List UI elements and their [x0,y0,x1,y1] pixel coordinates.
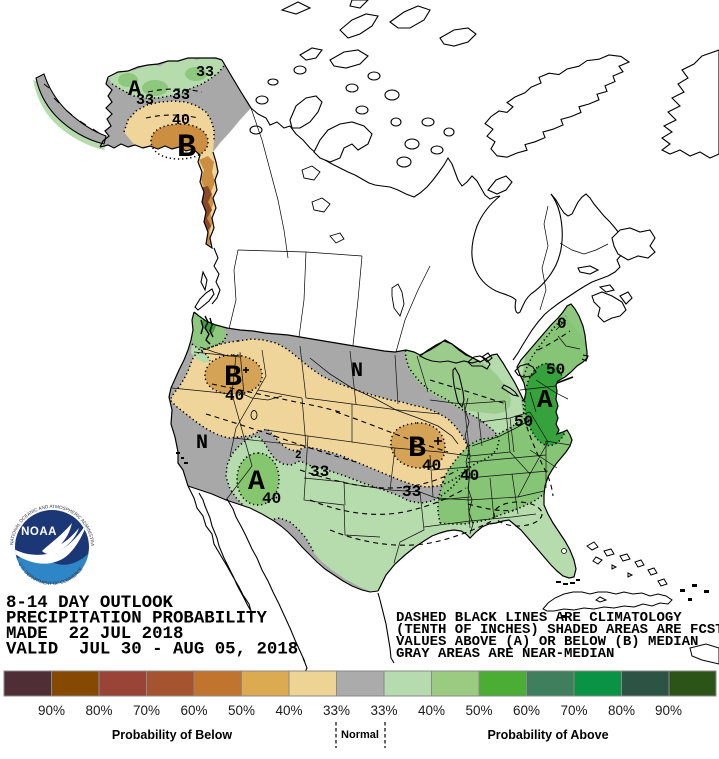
svg-text:Probability of Below: Probability of Below [112,728,232,742]
svg-text:70%: 70% [133,703,160,718]
svg-text:60%: 60% [513,703,540,718]
svg-text:40: 40 [460,467,479,485]
svg-text:40%: 40% [418,703,445,718]
svg-text:(TENTH OF INCHES) SHADED AREAS: (TENTH OF INCHES) SHADED AREAS ARE FCST [396,622,719,638]
svg-text:Probability of Above: Probability of Above [487,728,608,742]
svg-text:A: A [128,77,142,102]
svg-text:N: N [351,360,363,383]
svg-text:33: 33 [310,463,329,481]
svg-text:8-14 DAY OUTLOOK: 8-14 DAY OUTLOOK [6,594,174,613]
svg-text:VALUES ABOVE (A) OR BELOW (B): VALUES ABOVE (A) OR BELOW (B) MEDIAN [396,634,698,650]
svg-text:B: B [224,361,242,395]
svg-text:60%: 60% [180,703,207,718]
svg-text:50: 50 [546,361,565,379]
svg-text:33: 33 [172,87,190,104]
svg-text:MADE 22 JUL 2018: MADE 22 JUL 2018 [6,625,183,644]
svg-text:GRAY AREAS ARE NEAR-MEDIAN: GRAY AREAS ARE NEAR-MEDIAN [396,646,614,662]
svg-text:33: 33 [402,483,421,501]
svg-text:40: 40 [262,490,281,508]
svg-text:0: 0 [557,315,567,333]
svg-text:50: 50 [514,413,533,431]
svg-text:2: 2 [295,450,302,462]
svg-text:40: 40 [172,112,190,129]
svg-text:70%: 70% [560,703,587,718]
svg-text:90%: 90% [38,703,65,718]
svg-text:33: 33 [196,64,214,81]
svg-text:B: B [177,129,196,166]
svg-text:A: A [248,467,265,498]
svg-text:80%: 80% [608,703,635,718]
svg-text:PRECIPITATION PROBABILITY: PRECIPITATION PROBABILITY [6,610,267,629]
svg-text:50%: 50% [465,703,492,718]
svg-text:N: N [196,432,208,455]
svg-text:Normal: Normal [341,729,379,741]
svg-text:40: 40 [225,387,244,405]
svg-text:B: B [408,432,426,466]
svg-text:40%: 40% [275,703,302,718]
svg-text:90%: 90% [655,703,682,718]
svg-text:33%: 33% [370,703,397,718]
svg-text:NOAA: NOAA [21,526,57,538]
svg-text:VALID JUL 30 - AUG 05, 2018: VALID JUL 30 - AUG 05, 2018 [6,641,298,660]
svg-text:DASHED BLACK LINES ARE CLIMATO: DASHED BLACK LINES ARE CLIMATOLOGY [396,610,682,626]
svg-text:33%: 33% [323,703,350,718]
svg-text:40: 40 [422,457,441,475]
svg-text:33: 33 [136,92,154,109]
svg-text:50%: 50% [228,703,255,718]
svg-text:A: A [537,385,553,415]
svg-text:80%: 80% [85,703,112,718]
